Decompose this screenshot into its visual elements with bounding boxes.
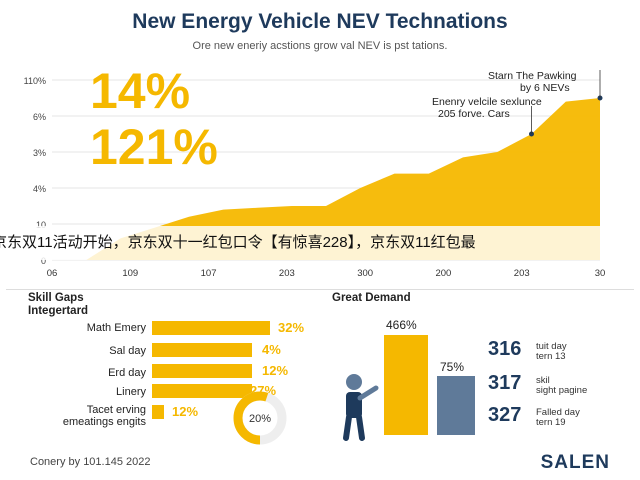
- x-tick-label: 300: [357, 268, 373, 279]
- skills-title-line: Skill Gaps: [28, 292, 84, 304]
- skill-bar: [152, 343, 252, 357]
- stat-text-line: tuit day: [536, 341, 567, 352]
- person-icon: [343, 374, 379, 441]
- stat-text: tuit day tern 13: [536, 342, 567, 362]
- highlight-percent-14: 14%: [90, 63, 191, 119]
- stat-text-line: tern 19: [536, 417, 566, 428]
- area-chart: 110% 6% 3% 4% 10 006 109 107 203 300 200 203 30: [24, 70, 606, 279]
- y-tick-label: 110%: [24, 76, 46, 86]
- skill-label-line: emeatings engits: [62, 416, 146, 428]
- y-tick-label: 10: [36, 220, 46, 230]
- skill-bar: [152, 321, 270, 335]
- annotation-line: by 6 NEVs: [520, 82, 570, 94]
- stat-text-line: tern 13: [536, 351, 566, 362]
- promo-banner: 京东双11活动开始，京东双十一红包口令【有惊喜228】，京东双11红包最: [0, 226, 640, 260]
- demand-value: 75%: [440, 360, 465, 374]
- skill-label: Math Emery: [86, 322, 146, 334]
- footer-credit: Conery by 101.145 2022: [30, 456, 151, 468]
- demand-title: Great Demand: [332, 292, 411, 304]
- donut-arc: [233, 391, 287, 445]
- y-tick-label: 0: [41, 256, 46, 266]
- skill-value: 12%: [172, 404, 199, 419]
- y-tick-label: 4%: [33, 184, 46, 194]
- stat-text-line: skil: [536, 375, 550, 386]
- stat-text-line: Falled day: [536, 407, 580, 418]
- section-divider: [6, 289, 634, 290]
- skill-label: Linery: [116, 386, 146, 398]
- x-tick-label: 109: [122, 268, 138, 279]
- area-series: [52, 98, 600, 260]
- demand-value: 466%: [386, 318, 417, 332]
- highlight-percent-121: 121%: [90, 119, 218, 175]
- skill-value: 4%: [262, 342, 281, 357]
- skills-title: Skill Gaps Integertard: [28, 292, 88, 318]
- annotation-sequence: Enenry velcile sexlunce 205 forve. Cars: [432, 96, 542, 120]
- stat-text: Falled day tern 19: [536, 408, 580, 428]
- skill-bar: [152, 384, 252, 398]
- annotation-line: Enenry velcile sexlunce: [432, 96, 542, 108]
- x-tick-label: 203: [514, 268, 530, 279]
- x-tick-label: 06: [47, 268, 58, 279]
- promo-banner-text: 京东双11活动开始，京东双十一红包口令【有惊喜228】，京东双11红包最: [0, 234, 476, 251]
- y-tick-label: 6%: [33, 112, 46, 122]
- skill-label: Tacet erving emeatings engits: [36, 404, 146, 428]
- skill-value: 32%: [278, 320, 305, 335]
- x-tick-label: 30: [595, 268, 606, 279]
- stat-number: 317: [488, 372, 522, 394]
- annotation-parking: Starn The Pawking by 6 NEVs: [488, 70, 577, 94]
- x-tick-label: 200: [435, 268, 451, 279]
- demand-bar: [384, 335, 428, 435]
- skill-value: 12%: [262, 363, 289, 378]
- skill-label: Erd day: [108, 367, 146, 379]
- skill-bar: [152, 405, 164, 419]
- skills-title-line: Integertard: [28, 305, 89, 317]
- stat-text-line: sight pagine: [536, 385, 588, 396]
- skill-label: Sal day: [109, 345, 146, 357]
- annotation-line: Starn The Pawking: [488, 70, 577, 82]
- footer-logo: SALEN: [540, 452, 610, 473]
- stat-number: 327: [488, 404, 522, 426]
- demand-bar: [437, 376, 475, 435]
- donut-label: 20%: [249, 413, 271, 425]
- y-tick-label: 3%: [33, 148, 46, 158]
- skill-label-line: Tacet erving: [86, 404, 146, 416]
- skill-bar: [152, 364, 252, 378]
- x-tick-label: 107: [201, 268, 217, 279]
- x-tick-label: 203: [279, 268, 295, 279]
- page-subtitle: Ore new eneriy acstions grow val NEV is …: [192, 40, 448, 52]
- page-title: New Energy Vehicle NEV Technations: [132, 10, 508, 33]
- stat-text: skil sight pagine: [536, 376, 587, 396]
- stat-number: 316: [488, 338, 522, 360]
- donut-chart: 20%: [233, 391, 287, 445]
- annotation-line: 205 forve. Cars: [438, 108, 510, 120]
